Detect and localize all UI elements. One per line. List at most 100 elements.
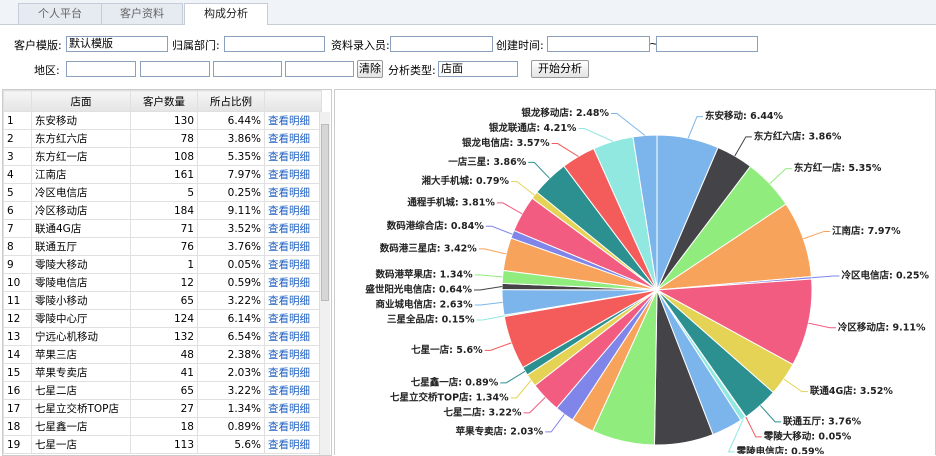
- link[interactable]: 查看明细: [268, 205, 310, 217]
- slice-label: 数码港综合店: 0.84%: [386, 220, 485, 232]
- row: 14 苹果三店 48 2.38% 查看明细: [3, 345, 322, 364]
- link[interactable]: 查看明细: [268, 187, 310, 199]
- link[interactable]: 查看明细: [268, 151, 310, 163]
- table: 店面 客户数量 所占比例 1 东安移动 130 6.44% 查看明细 2 东方红六店 78 3.86…: [3, 90, 322, 454]
- cell: 零陵小移动: [31, 291, 131, 310]
- scrollbar[interactable]: [319, 112, 330, 455]
- leader-line: [545, 413, 565, 433]
- slice-label: 七星立交桥TOP店: 1.34%: [390, 391, 509, 403]
- cell: 3.22%: [197, 381, 265, 400]
- slice-label: 数码港苹果店: 1.34%: [375, 269, 474, 281]
- cell: 0.25%: [197, 183, 265, 202]
- link[interactable]: 查看明细: [268, 223, 310, 235]
- cell: 27: [130, 399, 198, 418]
- leader-line: [808, 322, 836, 329]
- row: 6 冷区移动店 184 9.11% 查看明细: [3, 201, 322, 220]
- link[interactable]: 查看明细: [268, 259, 310, 271]
- leader-line: [484, 342, 512, 351]
- link[interactable]: 查看明细: [268, 277, 310, 289]
- input[interactable]: [224, 36, 325, 52]
- pie-slice: [655, 278, 813, 366]
- button[interactable]: 清除: [357, 60, 383, 78]
- leader-line: [478, 248, 507, 255]
- link[interactable]: 查看明细: [268, 367, 310, 379]
- slice-label: 东方红一店: 5.35%: [794, 162, 882, 174]
- row: 19 七星一店 113 5.6% 查看明细: [3, 435, 322, 454]
- slice-label: 湘大手机城: 0.79%: [421, 175, 509, 187]
- cell: 184: [130, 201, 198, 220]
- link[interactable]: 查看明细: [268, 349, 310, 361]
- slice-label: 零陵大移动: 0.05%: [763, 430, 852, 442]
- leader-line: [523, 397, 546, 414]
- link[interactable]: 查看明细: [268, 313, 310, 325]
- label: 客户模版:: [14, 39, 62, 52]
- cell: 查看明细: [264, 399, 322, 418]
- link[interactable]: 查看明细: [268, 385, 310, 397]
- leader-line: [474, 301, 503, 306]
- cell: 冷区移动店: [31, 201, 131, 220]
- label: 创建时间:: [496, 39, 544, 52]
- date-input[interactable]: [656, 36, 758, 52]
- tab[interactable]: 客户资料: [101, 3, 183, 24]
- link[interactable]: 查看明细: [268, 403, 310, 415]
- cell: 七星鑫一店: [31, 417, 131, 436]
- slice-label: 苹果专卖店: 2.03%: [456, 425, 544, 437]
- slice-label: 银龙移动店: 2.48%: [521, 107, 609, 119]
- leader-line: [760, 405, 782, 423]
- cell: 5.6%: [197, 435, 265, 454]
- button[interactable]: 开始分析: [531, 60, 589, 78]
- leader-line: [811, 275, 840, 279]
- slice-label: 三星全品店: 0.15%: [387, 314, 475, 326]
- leader-line: [687, 116, 703, 139]
- row: 13 宁远心机移动 132 6.54% 查看明细: [3, 327, 322, 346]
- slice-label: 联通4G店: 3.52%: [810, 385, 893, 397]
- cell: 苹果专卖店: [31, 363, 131, 382]
- date-input[interactable]: [547, 36, 650, 52]
- link[interactable]: 查看明细: [268, 421, 310, 433]
- select[interactable]: [140, 61, 210, 77]
- link[interactable]: 查看明细: [268, 295, 310, 307]
- slice-label: 冷区移动店: 9.11%: [838, 321, 926, 333]
- leader-line: [578, 128, 614, 142]
- label: 归属部门:: [172, 39, 220, 52]
- input[interactable]: [390, 36, 493, 52]
- select[interactable]: 店面: [438, 61, 518, 77]
- slice-label: 东安移动: 6.44%: [705, 110, 784, 122]
- select[interactable]: [285, 61, 354, 77]
- select[interactable]: [66, 61, 136, 77]
- cell: 9.11%: [197, 201, 265, 220]
- row: 17 七星立交桥TOP店 27 1.34% 查看明细: [3, 399, 322, 418]
- header: 所占比例: [197, 90, 265, 112]
- cell: 东方红六店: [31, 129, 131, 148]
- slice-label: 七星鑫一店: 0.89%: [411, 376, 499, 388]
- table-panel: 店面 客户数量 所占比例 1 东安移动 130 6.44% 查看明细 2 东方红六店 78 3.86…: [2, 89, 332, 456]
- slice-label: 零陵电信店: 0.59%: [736, 445, 825, 454]
- slice-label: 七星一店: 5.6%: [411, 344, 483, 356]
- link[interactable]: 查看明细: [268, 331, 310, 343]
- cell: 48: [130, 345, 198, 364]
- leader-line: [528, 161, 550, 179]
- link[interactable]: 查看明细: [268, 241, 310, 253]
- leader-line: [476, 315, 505, 321]
- row: 11 零陵小移动 65 3.22% 查看明细: [3, 291, 322, 310]
- cell: 7.97%: [197, 165, 265, 184]
- link[interactable]: 查看明细: [268, 169, 310, 181]
- leader-line: [769, 168, 792, 185]
- select[interactable]: 默认模版: [66, 36, 168, 52]
- slice-label: 银龙电信店: 3.57%: [462, 137, 550, 149]
- link[interactable]: 查看明细: [268, 133, 310, 145]
- label: 地区:: [34, 64, 60, 77]
- cell: 113: [130, 435, 198, 454]
- label: 分析类型:: [388, 64, 436, 77]
- slice-label: 东方红六店: 3.86%: [754, 130, 842, 142]
- link[interactable]: 查看明细: [268, 439, 310, 451]
- cell: 130: [130, 111, 198, 130]
- cell: 七星一店: [31, 435, 131, 454]
- select[interactable]: [213, 61, 282, 77]
- row: 2 东方红六店 78 3.86% 查看明细: [3, 129, 322, 148]
- slice-label: 一店三星: 3.86%: [448, 156, 527, 168]
- link[interactable]: 查看明细: [268, 115, 310, 127]
- leader-line: [734, 136, 752, 157]
- tab[interactable]: 构成分析: [184, 3, 268, 25]
